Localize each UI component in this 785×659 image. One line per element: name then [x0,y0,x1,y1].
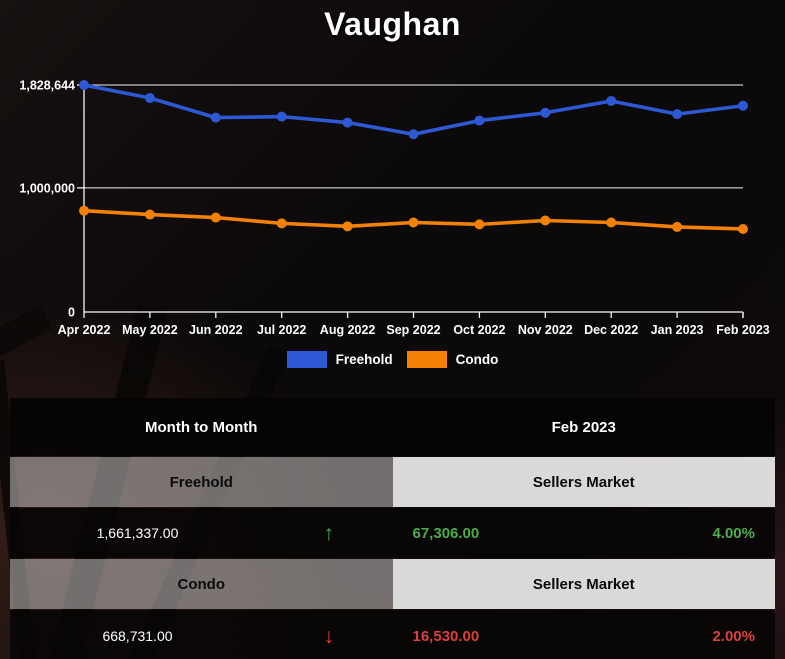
point-freehold-oct-2022 [474,115,485,126]
x-axis-label: Sep 2022 [386,323,440,337]
header-month-to-month: Month to Month [145,418,258,436]
point-freehold-dec-2022 [606,95,617,106]
freehold-subheader-row: Freehold Sellers Market [10,457,775,507]
freehold-market-status-cell: Sellers Market [392,457,775,507]
table-header-row: Month to Month Feb 2023 [10,398,775,456]
condo-change-percent: 2.00% [712,627,755,645]
x-axis-label: Apr 2022 [58,323,111,337]
freehold-data-row: 1,661,337.00 ↑ 67,306.00 4.00% [10,508,775,558]
x-axis-label: Dec 2022 [584,323,638,337]
condo-data-row: 668,731.00 ↓ 16,530.00 2.00% [10,610,775,659]
chart-legend: Freehold Condo [0,351,785,368]
point-condo-nov-2022 [540,215,551,226]
header-feb-2023: Feb 2023 [551,418,616,436]
y-axis-label: 1,000,000 [19,181,75,195]
page-title: Vaughan [324,6,461,42]
x-axis-label: Jan 2023 [651,323,704,337]
condo-right-cells: 16,530.00 2.00% [393,628,776,645]
condo-label-cell: Condo [10,559,393,609]
x-axis-label: Oct 2022 [453,323,505,337]
legend-item-condo[interactable]: Condo [406,351,499,368]
point-condo-feb-2023 [738,223,748,234]
down-arrow-icon: ↓ [323,624,335,648]
price-trend-chart: 0 1,000,000 1,828,644 Apr 2022 May 2022 Jun 2… [19,79,770,338]
point-freehold-feb-2023 [738,100,748,111]
point-condo-dec-2022 [606,217,617,228]
point-condo-jun-2022 [210,212,221,223]
freehold-left-cells: 1,661,337.00 ↑ [10,523,393,544]
point-freehold-jun-2022 [210,112,221,123]
x-axis-label: Feb 2023 [716,323,770,337]
point-freehold-sep-2022 [408,129,419,140]
y-axis-label: 0 [68,306,75,320]
point-freehold-jan-2023 [672,109,683,120]
condo-price-value: 668,731.00 [102,628,173,644]
point-freehold-aug-2022 [342,117,353,128]
point-condo-jul-2022 [276,218,287,229]
point-condo-apr-2022 [79,205,89,216]
condo-color-swatch [406,351,447,368]
freehold-color-swatch [286,351,327,368]
point-condo-oct-2022 [474,219,485,230]
point-condo-aug-2022 [342,221,353,232]
up-arrow-icon: ↑ [323,521,335,545]
point-condo-sep-2022 [408,217,419,228]
freehold-change-value: 67,306.00 [412,524,480,542]
x-axis-label: Jul 2022 [257,323,306,337]
freehold-price-value: 1,661,337.00 [96,525,179,541]
x-axis-label: May 2022 [122,323,178,337]
x-axis-label: Jun 2022 [189,323,243,337]
freehold-right-cells: 67,306.00 4.00% [393,525,776,542]
x-axis-label: Aug 2022 [320,323,376,337]
legend-label-freehold: Freehold [335,352,393,367]
freehold-change-percent: 4.00% [712,524,755,542]
y-axis-label: 1,828,644 [19,79,75,93]
point-freehold-apr-2022 [79,80,89,90]
point-freehold-may-2022 [144,92,155,103]
x-axis-label: Nov 2022 [518,323,573,337]
point-condo-jan-2023 [672,221,683,232]
point-condo-may-2022 [144,209,155,220]
condo-market-status-cell: Sellers Market [392,559,775,609]
point-freehold-nov-2022 [540,107,551,118]
condo-change-value: 16,530.00 [412,627,480,645]
condo-left-cells: 668,731.00 ↓ [10,626,393,647]
legend-label-condo: Condo [455,352,499,367]
legend-item-freehold[interactable]: Freehold [286,351,393,368]
series-line-freehold [82,83,745,137]
market-summary-table: Month to Month Feb 2023 Freehold Sellers… [10,398,775,659]
condo-subheader-row: Condo Sellers Market [10,559,775,609]
freehold-label-cell: Freehold [10,457,393,507]
point-freehold-jul-2022 [276,111,287,122]
